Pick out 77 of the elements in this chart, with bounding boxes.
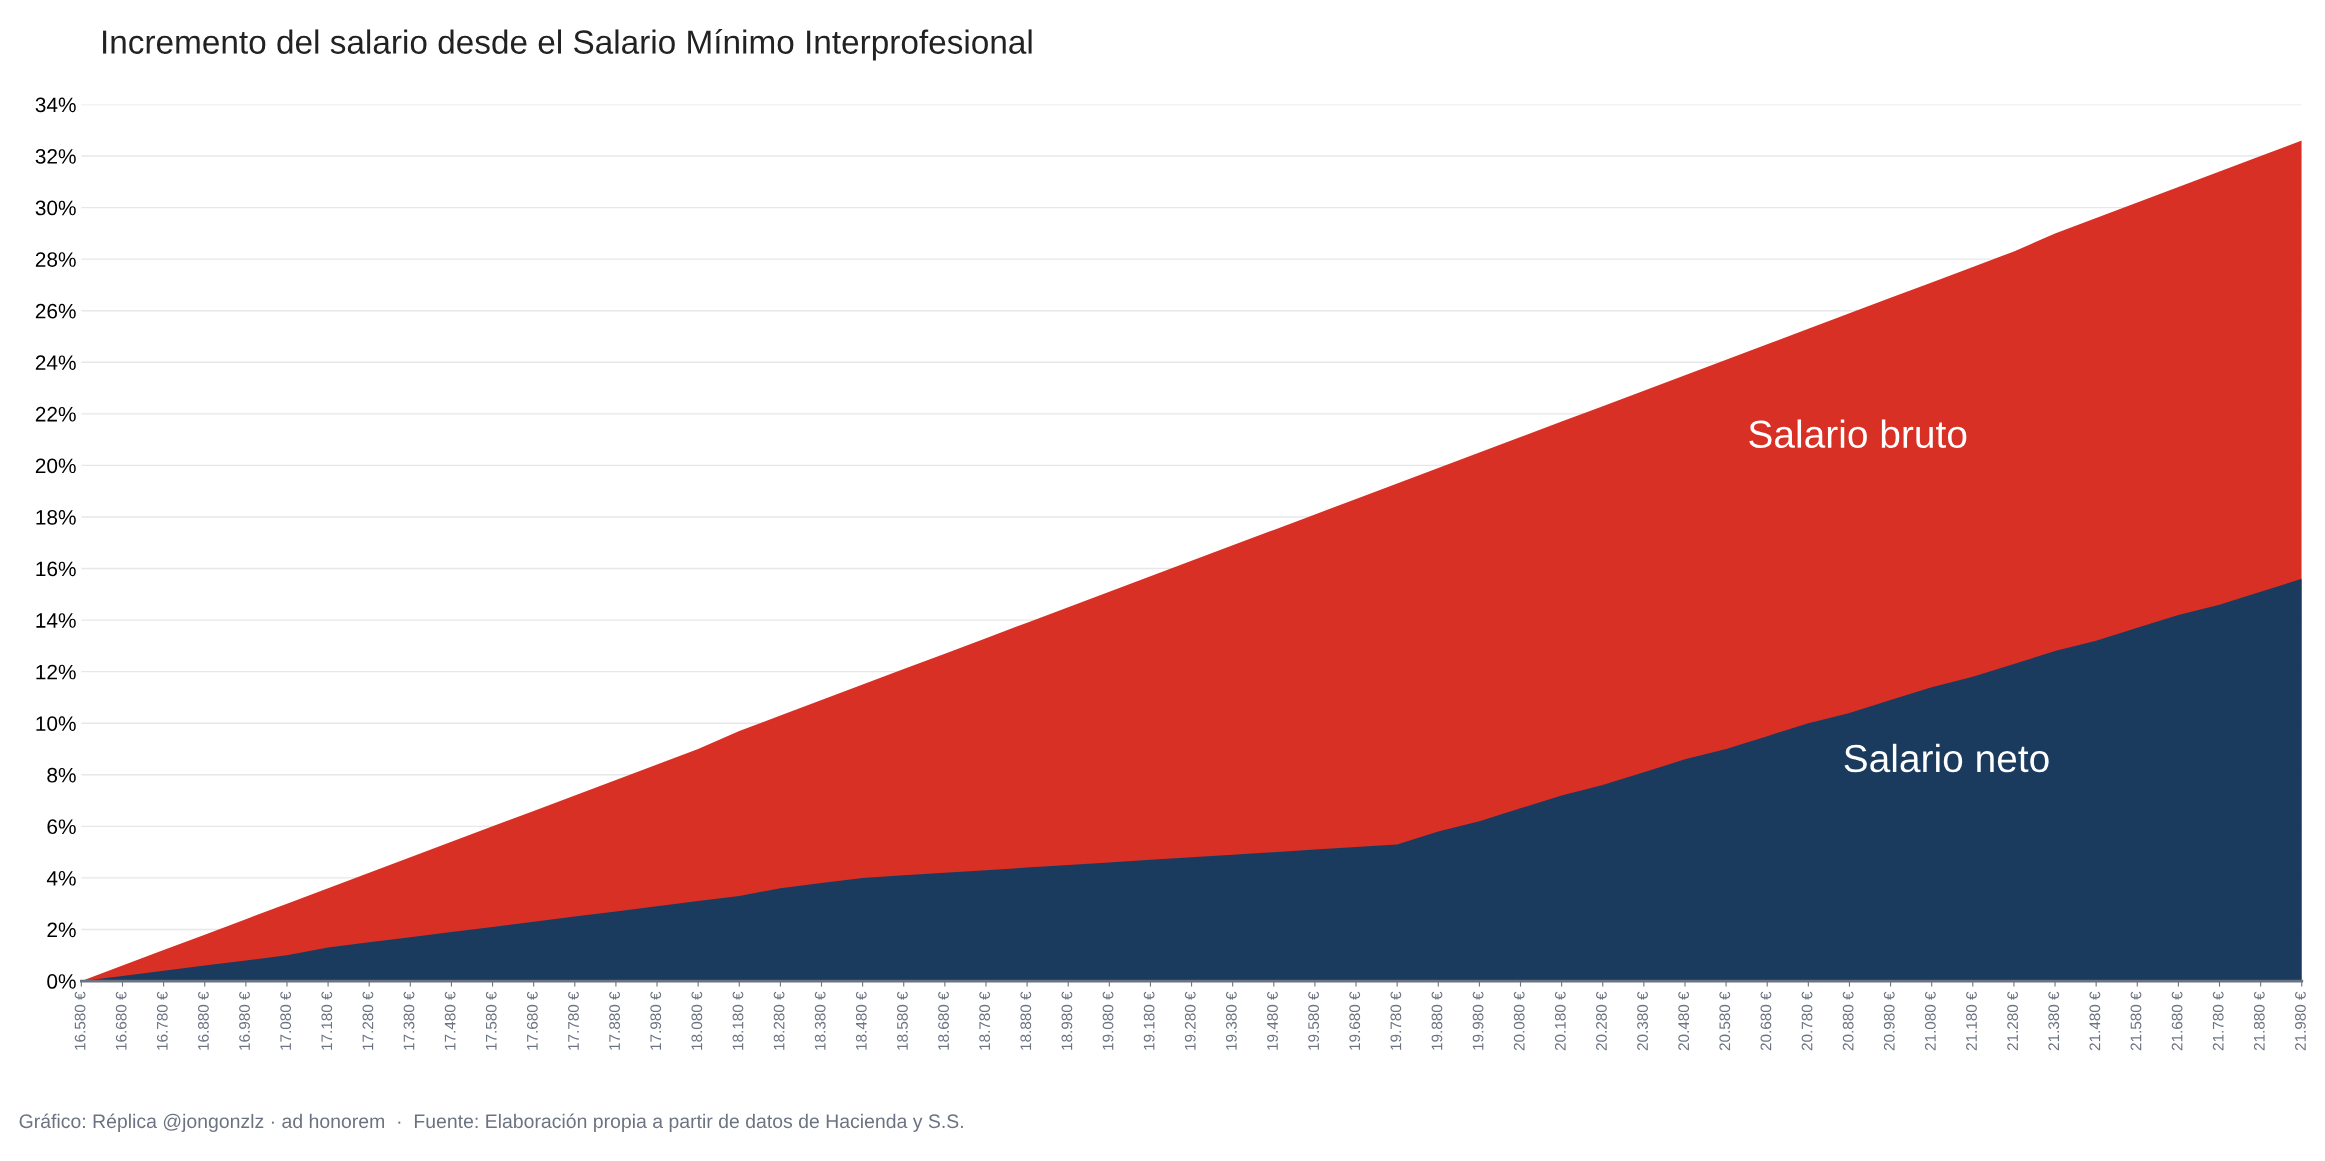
x-tick-label: 19.680 €: [1349, 991, 1361, 1050]
x-tick-label: 18.480 €: [855, 991, 867, 1050]
x-tick-label: 17.680 €: [526, 991, 538, 1050]
x-tick-label: 17.580 €: [485, 991, 497, 1050]
y-tick-label: 16%: [36, 561, 76, 577]
x-tick-label: 20.880 €: [1842, 991, 1854, 1051]
y-tick-label: 12%: [36, 664, 76, 680]
x-tick-label: 17.380 €: [403, 991, 415, 1050]
y-tick-label: 22%: [35, 406, 76, 422]
series-label: Salario bruto: [1749, 419, 1967, 449]
y-tick-label: 10%: [36, 716, 76, 731]
x-tick-label: 21.780 €: [2212, 991, 2224, 1051]
x-tick-label: 21.680 €: [2171, 991, 2183, 1051]
y-tick-label: 26%: [35, 303, 76, 319]
x-tick-label: 20.980 €: [1883, 991, 1895, 1051]
x-tick-label: 20.780 €: [1801, 991, 1813, 1051]
x-tick-label: 16.680 €: [115, 991, 127, 1050]
x-tick-label: 21.180 €: [1966, 991, 1977, 1051]
x-tick-label: 20.380 €: [1637, 991, 1648, 1051]
y-tick-label: 30%: [35, 200, 76, 216]
x-tick-label: 21.580 €: [2130, 991, 2142, 1051]
x-tick-label: 18.080 €: [691, 991, 703, 1050]
x-tick-label: 16.880 €: [198, 991, 209, 1050]
text: Gráfico: Réplica @jongonzlz · ad honorem · Fuente: Elaboración propia a partir de datos de Hacienda y S.S.: [19, 1113, 963, 1132]
x-tick-label: 17.980 €: [650, 991, 662, 1050]
x-tick-label: 19.480 €: [1267, 991, 1278, 1050]
x-tick-label: 17.280 €: [362, 991, 374, 1050]
y-tick-label: 24%: [35, 355, 76, 370]
x-tick-label: 21.480 €: [2089, 991, 2101, 1051]
x-tick-label: 19.980 €: [1472, 991, 1484, 1050]
x-tick-label: 20.680 €: [1760, 991, 1772, 1051]
x-tick-label: 17.180 €: [321, 991, 333, 1050]
x-tick-label: 19.780 €: [1390, 991, 1402, 1050]
x-tick-label: 18.680 €: [938, 991, 949, 1050]
chart-title: Incremento del salario desde el Salario Mínimo Interprofesional: [103, 29, 1032, 61]
y-tick-label: 2%: [47, 922, 76, 938]
y-tick-label: 32%: [35, 149, 76, 164]
x-tick-label: 19.180 €: [1143, 991, 1155, 1050]
y-tick-label: 34%: [35, 97, 76, 113]
x-tick-label: 18.380 €: [814, 991, 826, 1050]
x-tick-label: 21.980 €: [2295, 991, 2306, 1051]
x-tick-label: 19.580 €: [1308, 991, 1320, 1050]
y-tick-label: 20%: [35, 458, 76, 474]
x-tick-label: 21.380 €: [2048, 991, 2060, 1051]
series-label: Salario neto: [1844, 743, 2049, 773]
x-tick-label: 18.980 €: [1061, 991, 1073, 1050]
x-tick-label: 20.580 €: [1719, 991, 1731, 1051]
x-tick-label: 21.880 €: [2253, 991, 2265, 1051]
y-tick-label: 0%: [47, 974, 76, 989]
x-tick-label: 17.080 €: [280, 991, 292, 1050]
x-tick-label: 17.480 €: [444, 991, 456, 1050]
x-tick-label: 19.280 €: [1184, 991, 1196, 1050]
y-tick-label: 28%: [35, 252, 76, 267]
x-tick-label: 20.280 €: [1596, 991, 1607, 1051]
x-tick-label: 16.580 €: [74, 991, 86, 1050]
y-tick-label: 14%: [36, 613, 76, 628]
y-tick-label: 8%: [47, 767, 76, 783]
x-tick-label: 17.780 €: [568, 991, 579, 1050]
x-tick-label: 18.280 €: [773, 991, 785, 1050]
x-tick-label: 18.880 €: [1020, 991, 1032, 1050]
x-tick-label: 21.280 €: [2007, 991, 2019, 1051]
x-tick-label: 18.780 €: [979, 991, 991, 1050]
y-tick-label: 4%: [46, 871, 76, 886]
x-tick-label: 16.980 €: [239, 991, 250, 1050]
x-tick-label: 16.780 €: [156, 991, 168, 1050]
x-tick-label: 20.080 €: [1513, 991, 1525, 1051]
y-tick-label: 18%: [36, 509, 76, 525]
x-tick-label: 19.880 €: [1431, 991, 1443, 1050]
x-tick-label: 20.480 €: [1678, 991, 1690, 1051]
x-tick-label: 19.380 €: [1225, 991, 1237, 1050]
x-tick-label: 18.180 €: [732, 991, 744, 1050]
y-tick-label: 6%: [47, 819, 76, 835]
x-tick-label: 20.180 €: [1554, 991, 1566, 1051]
x-tick-label: 21.080 €: [1924, 991, 1936, 1051]
x-tick-label: 18.580 €: [897, 991, 908, 1050]
x-tick-label: 19.080 €: [1102, 991, 1114, 1050]
x-tick-label: 17.880 €: [609, 991, 621, 1050]
